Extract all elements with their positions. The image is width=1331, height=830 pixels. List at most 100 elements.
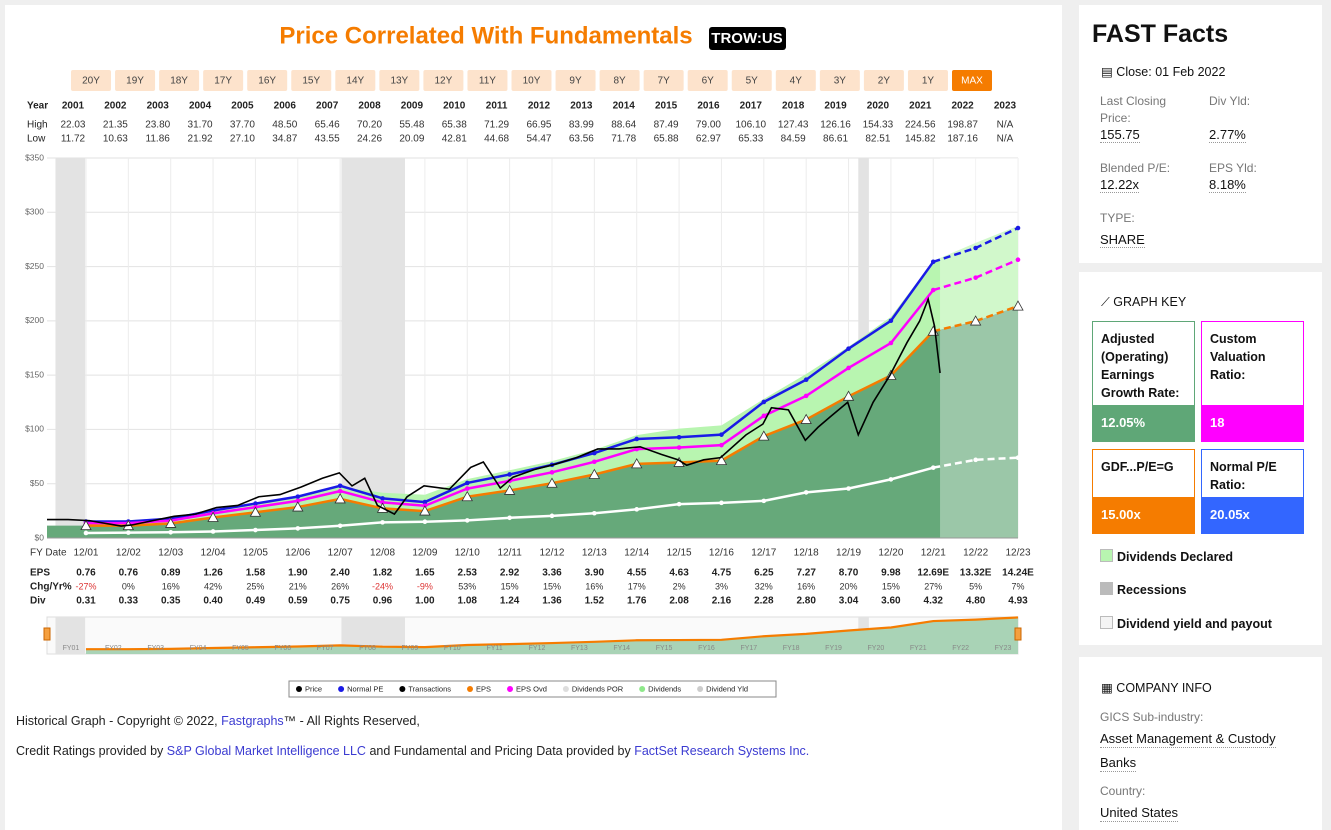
range-button[interactable]	[511, 70, 552, 91]
point	[83, 530, 89, 536]
point	[380, 520, 385, 525]
high: 87.49	[654, 120, 679, 131]
y-tick-label: $250	[25, 261, 44, 271]
legend-swatch	[697, 686, 704, 692]
low: 82.51	[865, 134, 890, 145]
eps-marker	[631, 458, 643, 469]
range-button[interactable]	[467, 70, 508, 91]
year: 2023	[994, 101, 1017, 112]
eps-marker	[334, 493, 346, 504]
point	[973, 245, 978, 251]
range-button[interactable]	[599, 70, 640, 91]
eps: 6.25	[754, 568, 774, 579]
point	[549, 513, 555, 519]
legend-swatch	[639, 686, 646, 692]
eps-marker	[546, 477, 558, 488]
low: 187.16	[947, 134, 978, 145]
key-value: 12.05%	[1093, 405, 1194, 441]
link[interactable]: FactSet Research Systems Inc.	[634, 744, 810, 758]
chg: 32%	[755, 581, 773, 591]
low: 34.87	[272, 134, 297, 145]
legend-label: Dividends	[648, 684, 681, 693]
range-button[interactable]	[555, 70, 596, 91]
eps: 4.75	[712, 568, 732, 579]
nav-label: FY18	[783, 645, 800, 652]
range-button[interactable]	[159, 70, 200, 91]
range-button[interactable]	[952, 70, 992, 91]
range-button[interactable]	[203, 70, 244, 91]
eps-marker	[800, 413, 812, 424]
value: 155.75	[1100, 127, 1140, 143]
point	[634, 507, 640, 512]
point	[464, 480, 470, 486]
x-tick-label: 12/22	[963, 548, 988, 559]
range-button[interactable]	[335, 70, 376, 91]
point	[337, 483, 343, 489]
low: 65.88	[654, 134, 679, 145]
div: 0.31	[76, 596, 96, 607]
nav-label: FY04	[190, 645, 207, 652]
range-button[interactable]	[71, 70, 111, 91]
key-item: Dividend yield and payout	[1100, 616, 1272, 631]
chg: 25%	[246, 581, 264, 591]
link[interactable]: Fastgraphs	[221, 714, 284, 728]
x-tick-label: 12/23	[1005, 548, 1030, 559]
facts-title: FAST Facts	[1092, 20, 1229, 48]
range-button[interactable]	[643, 70, 684, 91]
year: 2006	[274, 101, 297, 112]
range-button[interactable]	[291, 70, 332, 91]
label: GICS Sub-industry:	[1100, 710, 1204, 724]
eps: 2.92	[500, 568, 520, 579]
high: 127.43	[778, 120, 809, 131]
chg: 15%	[501, 581, 519, 591]
point	[1015, 225, 1021, 231]
eps: 3.90	[585, 568, 605, 579]
year: 2005	[231, 101, 254, 112]
range-button[interactable]	[731, 70, 772, 91]
low: 42.81	[442, 134, 467, 145]
range-label: 2Y	[878, 76, 891, 87]
link[interactable]: S&P Global Market Intelligence LLC	[166, 744, 366, 758]
legend-label: Dividends POR	[572, 684, 624, 693]
legend-swatch	[338, 686, 345, 692]
estimate-shade	[940, 158, 1018, 538]
range-button[interactable]	[775, 70, 816, 91]
div: 2.28	[754, 596, 774, 607]
point	[464, 518, 470, 523]
high: 106.10	[736, 120, 767, 131]
row-label: High	[27, 120, 48, 131]
chg: 20%	[840, 581, 858, 591]
eps-marker	[292, 501, 304, 512]
eps-marker	[207, 511, 219, 522]
recession	[55, 158, 86, 538]
legend-label: Transactions	[408, 684, 451, 693]
range-button[interactable]	[863, 70, 904, 91]
point	[719, 442, 724, 448]
chg: 7%	[1011, 581, 1024, 591]
range-button[interactable]	[379, 70, 420, 91]
point	[888, 477, 894, 482]
low: 84.59	[781, 134, 806, 145]
label: Country:	[1100, 784, 1146, 798]
low: 86.61	[823, 134, 848, 145]
range-button[interactable]	[687, 70, 728, 91]
point	[422, 499, 428, 505]
range-button[interactable]	[115, 70, 156, 91]
range-button[interactable]	[907, 70, 948, 91]
div: 0.33	[119, 596, 139, 607]
div: 3.04	[839, 596, 859, 607]
key-box: GDF...P/E=G 15.00x	[1092, 449, 1195, 534]
nav-label: FY20	[868, 645, 885, 652]
chg: 27%	[924, 581, 942, 591]
point	[761, 399, 767, 405]
range-button[interactable]	[247, 70, 288, 91]
y-tick-label: $150	[25, 369, 44, 379]
range-button[interactable]	[819, 70, 860, 91]
row-label: EPS	[30, 568, 50, 579]
point	[253, 501, 258, 506]
point	[126, 530, 131, 535]
range-button[interactable]	[423, 70, 464, 91]
text: Dividend yield and payout	[1117, 617, 1272, 631]
eps-marker	[80, 519, 92, 531]
div: 2.08	[669, 596, 689, 607]
